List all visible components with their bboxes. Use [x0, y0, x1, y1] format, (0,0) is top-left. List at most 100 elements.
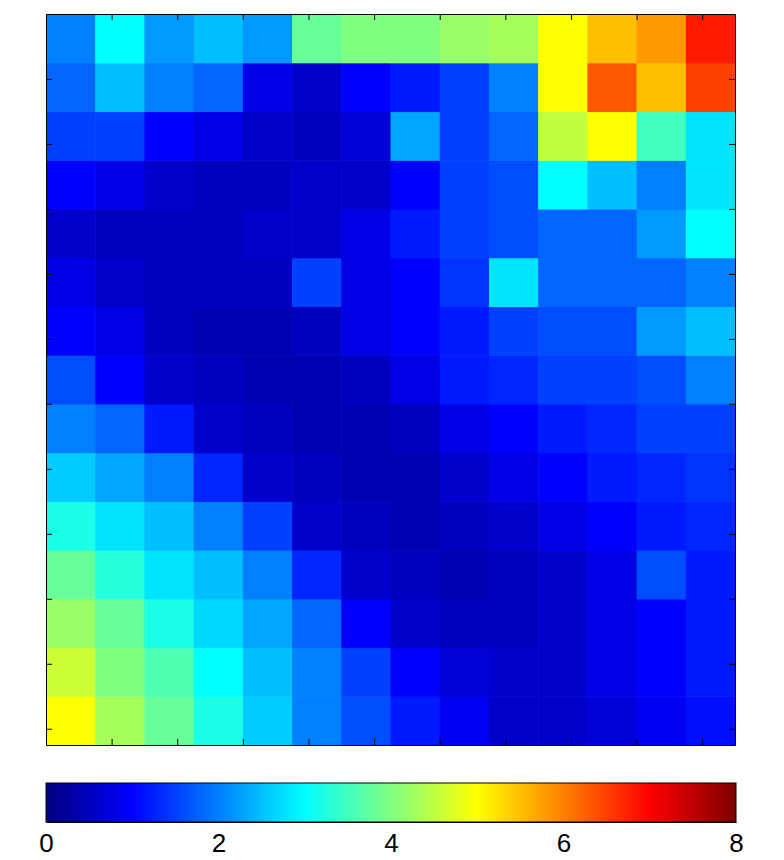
heatmap-cell — [440, 306, 490, 355]
heatmap-cell — [194, 160, 244, 209]
tick-mark — [637, 14, 638, 20]
heatmap-cell — [440, 63, 490, 112]
heatmap-cell — [440, 209, 490, 258]
heatmap-cell — [46, 355, 96, 404]
heatmap-cell — [46, 599, 96, 648]
tick-mark — [112, 739, 113, 745]
heatmap-cell — [587, 160, 637, 209]
tick-mark — [374, 14, 375, 20]
heatmap-cell — [391, 111, 441, 160]
tick — [571, 14, 572, 20]
tick-mark — [729, 404, 735, 405]
heatmap-cell — [538, 355, 588, 404]
tick-mark — [729, 534, 735, 535]
heatmap-cell — [686, 14, 735, 63]
tick — [177, 14, 178, 20]
heatmap-cell — [587, 355, 637, 404]
tick-mark — [46, 144, 52, 145]
heatmap-cell — [95, 160, 145, 209]
heatmap-cell — [637, 14, 687, 63]
heatmap-cell — [95, 63, 145, 112]
heatmap-cell — [144, 599, 194, 648]
heatmap-cell — [440, 111, 490, 160]
tick-mark — [729, 729, 735, 730]
heatmap-cell — [243, 648, 293, 697]
heatmap-cell — [194, 648, 244, 697]
tick — [46, 79, 52, 80]
colorbar-tick-label: 4 — [384, 828, 398, 858]
heatmap-cells — [46, 14, 735, 745]
tick-mark — [46, 534, 52, 535]
tick-mark — [177, 14, 178, 20]
heatmap-cell — [637, 209, 687, 258]
heatmap-cell — [637, 63, 687, 112]
heatmap-cell — [538, 404, 588, 453]
tick — [571, 739, 572, 745]
heatmap-cell — [341, 501, 391, 550]
colorbar-tick: 8 — [729, 822, 743, 858]
tick-mark — [243, 14, 244, 20]
heatmap-cell — [587, 209, 637, 258]
heatmap-cell — [243, 550, 293, 599]
heatmap-cell — [440, 160, 490, 209]
tick-mark — [440, 739, 441, 745]
heatmap-cell — [686, 160, 735, 209]
heatmap-cell — [391, 258, 441, 307]
heatmap-cell — [489, 258, 539, 307]
heatmap-cell — [538, 648, 588, 697]
tick-mark — [177, 739, 178, 745]
heatmap-cell — [440, 258, 490, 307]
heatmap-cell — [95, 599, 145, 648]
heatmap-cell — [637, 453, 687, 502]
heatmap-cell — [46, 306, 96, 355]
heatmap-cell — [95, 501, 145, 550]
tick — [729, 14, 735, 15]
heatmap-cell — [440, 14, 490, 63]
heatmap-cell — [144, 696, 194, 745]
tick-mark — [46, 339, 52, 340]
heatmap-cell — [637, 599, 687, 648]
tick — [729, 79, 735, 80]
heatmap-cell — [686, 550, 735, 599]
tick-mark — [571, 739, 572, 745]
tick — [177, 739, 178, 745]
heatmap-cell — [391, 306, 441, 355]
heatmap-cell — [46, 209, 96, 258]
heatmap-cell — [144, 14, 194, 63]
heatmap-cell — [46, 160, 96, 209]
tick — [46, 599, 52, 600]
heatmap-cell — [391, 355, 441, 404]
heatmap-cell — [391, 404, 441, 453]
heatmap-cell — [637, 160, 687, 209]
tick — [46, 469, 52, 470]
tick-mark — [46, 599, 52, 600]
colorbar-axis-line — [47, 822, 737, 823]
heatmap-cell — [46, 453, 96, 502]
heatmap-cell — [587, 63, 637, 112]
heatmap-cell — [292, 306, 342, 355]
colorbar-tick: 6 — [557, 822, 571, 858]
axis-line — [47, 14, 736, 15]
heatmap-cell — [144, 306, 194, 355]
tick-mark — [374, 739, 375, 745]
heatmap-cell — [341, 696, 391, 745]
heatmap-cell — [144, 355, 194, 404]
tick-mark — [729, 599, 735, 600]
heatmap-cell — [489, 160, 539, 209]
heatmap-cell — [46, 501, 96, 550]
heatmap-cell — [292, 453, 342, 502]
heatmap-cell — [194, 453, 244, 502]
heatmap-cell — [391, 550, 441, 599]
heatmap-cell — [686, 648, 735, 697]
heatmap-cell — [489, 501, 539, 550]
tick — [308, 739, 309, 745]
tick-mark — [46, 469, 52, 470]
heatmap-cell — [391, 453, 441, 502]
tick — [729, 144, 735, 145]
heatmap-cell — [46, 258, 96, 307]
heatmap-cell — [587, 306, 637, 355]
heatmap-cell — [144, 160, 194, 209]
heatmap-cell — [440, 599, 490, 648]
heatmap-cell — [391, 648, 441, 697]
tick — [46, 209, 52, 210]
